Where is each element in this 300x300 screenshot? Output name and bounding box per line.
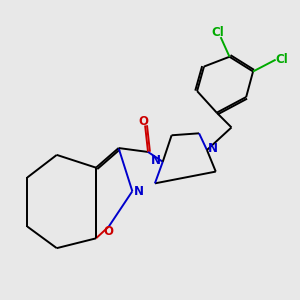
Text: O: O	[103, 225, 113, 239]
Text: N: N	[208, 142, 218, 155]
Text: N: N	[151, 154, 161, 167]
Text: O: O	[139, 116, 148, 128]
Text: Cl: Cl	[276, 53, 289, 66]
Text: Cl: Cl	[211, 26, 224, 39]
Text: N: N	[134, 185, 144, 198]
